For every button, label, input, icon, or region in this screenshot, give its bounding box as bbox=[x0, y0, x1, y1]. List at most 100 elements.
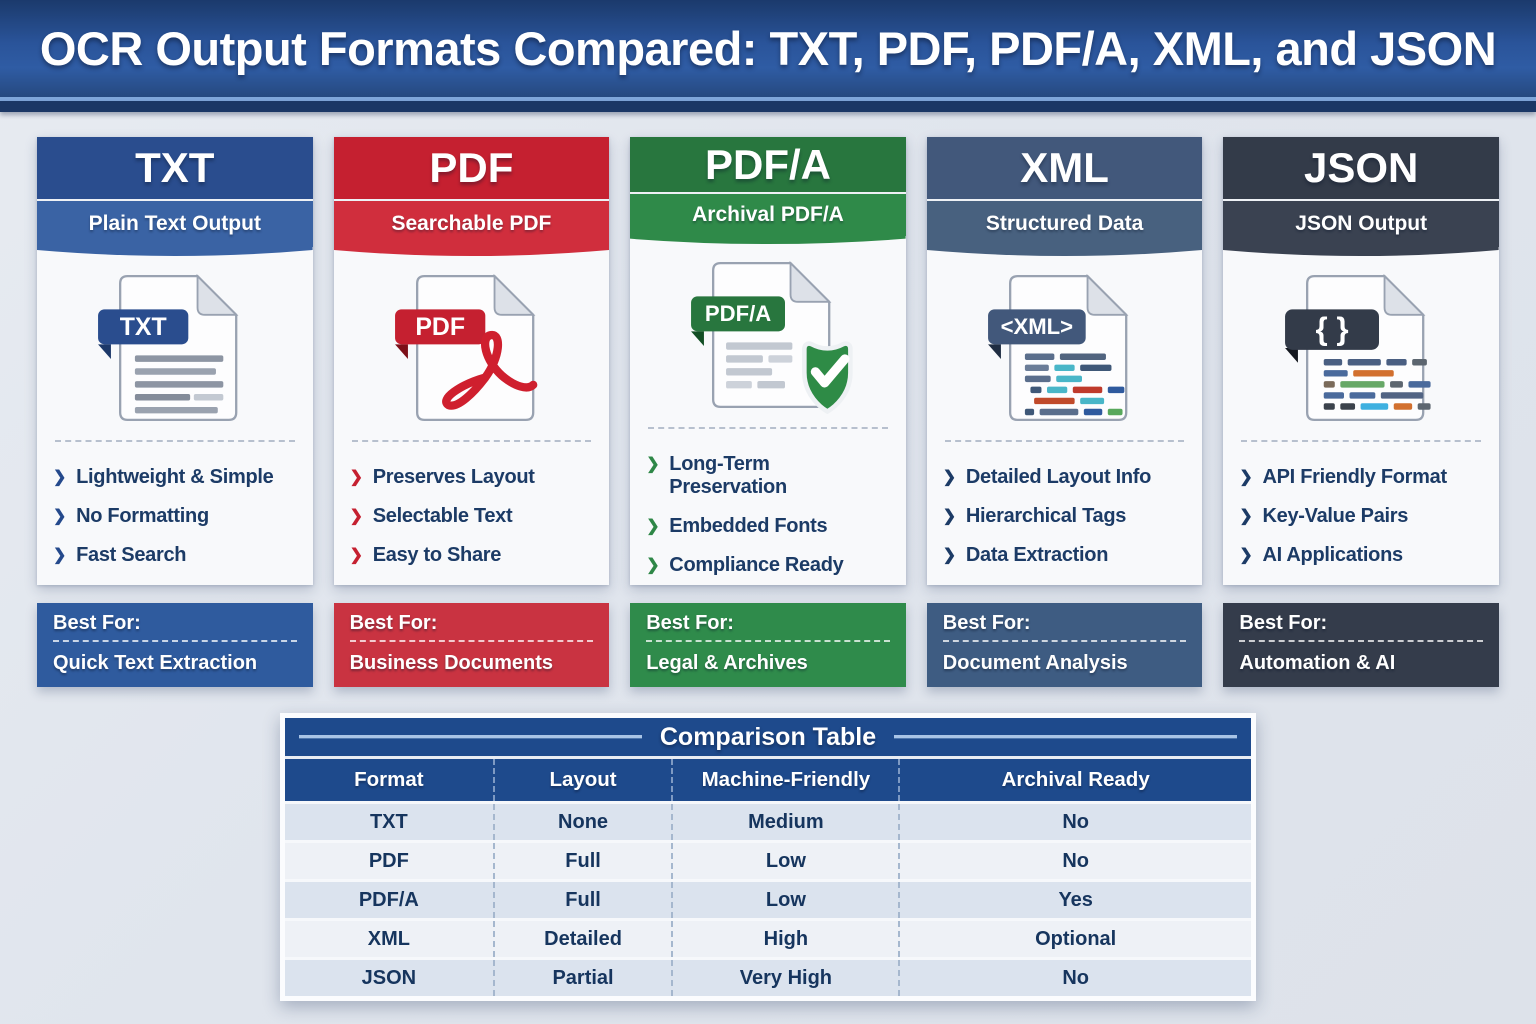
card-subtitle: Searchable PDF bbox=[391, 212, 552, 235]
card-title: XML bbox=[1020, 144, 1109, 191]
card-title: JSON bbox=[1304, 144, 1419, 191]
format-card-json: JSON JSON Output { } bbox=[1223, 137, 1499, 687]
card-body: PDF ❯ Preserves Layout ❯ Selectable Text ❯… bbox=[334, 262, 610, 585]
format-card-pdfa: PDF/A Archival PDF/A PDF/A bbox=[630, 137, 906, 687]
feature-item: ❯ Fast Search bbox=[53, 544, 187, 566]
best-for-box: Best For: Document Analysis bbox=[926, 603, 1203, 687]
best-for-label: Best For: bbox=[1239, 612, 1483, 642]
best-for-box: Best For: Business Documents bbox=[333, 603, 610, 687]
json-file-icon: { } bbox=[1237, 264, 1485, 432]
best-for-value: Legal & Archives bbox=[646, 652, 808, 674]
feature-item: ❯ Data Extraction bbox=[942, 544, 1109, 566]
card-pdf: PDF Searchable PDF PDF ❯ Preserves L bbox=[333, 137, 610, 585]
chevron-right-icon: ❯ bbox=[53, 547, 67, 564]
table-header-row: Format Layout Machine-Friendly Archival … bbox=[285, 759, 1251, 801]
svg-text:{ }: { } bbox=[1315, 312, 1348, 347]
format-cards-row: TXT Plain Text Output TXT bbox=[37, 137, 1499, 687]
best-for-label: Best For: bbox=[53, 612, 297, 642]
divider bbox=[1241, 440, 1481, 442]
card-title: PDF/A bbox=[704, 140, 831, 188]
card-body: TXT ❯ Lightweight & Simple ❯ No Formatting… bbox=[37, 262, 313, 585]
chevron-right-icon: ❯ bbox=[646, 456, 660, 474]
card-xml: XML Structured Data <XML> bbox=[926, 137, 1203, 585]
feature-item: ❯ API Friendly Format bbox=[1239, 466, 1447, 488]
best-for-value: Quick Text Extraction bbox=[53, 652, 258, 674]
divider bbox=[648, 427, 888, 430]
subtitle-curve bbox=[630, 235, 906, 244]
comparison-table-title-band: Comparison Table bbox=[285, 718, 1251, 759]
best-for-value: Automation & AI bbox=[1239, 652, 1396, 674]
feature-list: ❯ Preserves Layout ❯ Selectable Text ❯ Easy… bbox=[348, 450, 596, 567]
txt-file-icon: TXT bbox=[51, 264, 299, 432]
best-for-box: Best For: Quick Text Extraction bbox=[37, 603, 313, 687]
best-for-box: Best For: Automation & AI bbox=[1223, 603, 1499, 687]
card-subtitle: Plain Text Output bbox=[88, 212, 261, 235]
card-subtitle-band: Searchable PDF bbox=[333, 201, 610, 247]
subtitle-curve bbox=[37, 247, 313, 256]
feature-item: ❯ Long-Term Preservation bbox=[646, 453, 787, 499]
feature-item: ❯ Compliance Ready bbox=[646, 554, 844, 577]
subtitle-curve bbox=[1223, 247, 1499, 256]
divider bbox=[351, 440, 592, 442]
chevron-right-icon: ❯ bbox=[53, 508, 67, 525]
pdfa-file-icon: PDF/A bbox=[644, 251, 892, 419]
svg-text:<XML>: <XML> bbox=[1001, 314, 1073, 339]
best-for-box: Best For: Legal & Archives bbox=[630, 603, 906, 687]
comparison-table: Comparison Table Format Layout Machine-F… bbox=[280, 713, 1256, 1001]
feature-list: ❯ API Friendly Format ❯ Key-Value Pairs ❯ A… bbox=[1237, 450, 1485, 567]
chevron-right-icon: ❯ bbox=[646, 518, 660, 536]
feature-item: ❯ Key-Value Pairs bbox=[1239, 505, 1409, 527]
feature-item: ❯ AI Applications bbox=[1239, 544, 1403, 566]
column-header-layout: Layout bbox=[492, 759, 672, 801]
card-pdfa: PDF/A Archival PDF/A PDF/A bbox=[630, 137, 906, 585]
page-title: OCR Output Formats Compared: TXT, PDF, P… bbox=[39, 22, 1497, 75]
column-header-archival-ready: Archival Ready bbox=[898, 759, 1251, 801]
xml-file-icon: <XML> bbox=[941, 264, 1189, 432]
feature-item: ❯ Easy to Share bbox=[349, 544, 502, 566]
feature-item: ❯ Hierarchical Tags bbox=[942, 505, 1127, 527]
chevron-right-icon: ❯ bbox=[349, 508, 363, 525]
banner-stripe-dark bbox=[0, 101, 1536, 112]
card-body: PDF/A ❯ Long-Term Preservation ❯ Embedded … bbox=[630, 249, 906, 585]
card-body: { } ❯ API Friendly Format ❯ Key-Value Pair… bbox=[1223, 262, 1499, 585]
best-for-value: Document Analysis bbox=[942, 652, 1128, 674]
card-subtitle: Archival PDF/A bbox=[692, 203, 844, 227]
chevron-right-icon: ❯ bbox=[646, 557, 660, 575]
column-header-format: Format bbox=[354, 768, 424, 791]
table-row-pdf: PDF Full Low No bbox=[285, 843, 1251, 879]
subtitle-curve bbox=[333, 247, 610, 256]
card-subtitle: JSON Output bbox=[1295, 212, 1428, 235]
card-title: PDF bbox=[429, 144, 514, 191]
card-title-band: PDF bbox=[333, 137, 610, 201]
feature-item: ❯ Embedded Fonts bbox=[646, 515, 828, 538]
table-row-pdfa: PDF/A Full Low Yes bbox=[285, 882, 1251, 918]
table-row-json: JSON Partial Very High No bbox=[285, 960, 1251, 996]
feature-list: ❯ Detailed Layout Info ❯ Hierarchical Tags… bbox=[941, 450, 1189, 567]
feature-item: ❯ Preserves Layout bbox=[349, 466, 535, 488]
feature-item: ❯ Lightweight & Simple bbox=[53, 466, 274, 488]
feature-item: ❯ No Formatting bbox=[53, 505, 209, 527]
title-decor-line bbox=[894, 735, 1237, 739]
card-subtitle-band: Archival PDF/A bbox=[630, 194, 906, 236]
card-subtitle-band: JSON Output bbox=[1223, 201, 1499, 247]
card-json: JSON JSON Output { } bbox=[1223, 137, 1499, 585]
card-subtitle-band: Structured Data bbox=[926, 201, 1203, 247]
feature-item: ❯ Selectable Text bbox=[349, 505, 513, 527]
chevron-right-icon: ❯ bbox=[1239, 469, 1253, 486]
feature-list: ❯ Lightweight & Simple ❯ No Formatting ❯ Fa… bbox=[51, 450, 299, 567]
card-title-band: JSON bbox=[1223, 137, 1499, 201]
chevron-right-icon: ❯ bbox=[53, 469, 67, 486]
card-subtitle-band: Plain Text Output bbox=[37, 201, 313, 247]
best-for-label: Best For: bbox=[646, 612, 890, 642]
card-body: <XML> ❯ Detailed Layout Info ❯ Hierarchica… bbox=[927, 262, 1203, 585]
card-title-band: XML bbox=[926, 137, 1203, 201]
chevron-right-icon: ❯ bbox=[942, 547, 956, 564]
card-title-band: PDF/A bbox=[630, 137, 906, 195]
comparison-table-title: Comparison Table bbox=[659, 722, 877, 751]
chevron-right-icon: ❯ bbox=[1239, 508, 1253, 525]
table-row-txt: TXT None Medium No bbox=[285, 804, 1251, 840]
table-row-xml: XML Detailed High Optional bbox=[285, 921, 1251, 957]
chevron-right-icon: ❯ bbox=[1239, 547, 1253, 564]
svg-text:TXT: TXT bbox=[120, 313, 167, 341]
divider bbox=[55, 440, 295, 442]
